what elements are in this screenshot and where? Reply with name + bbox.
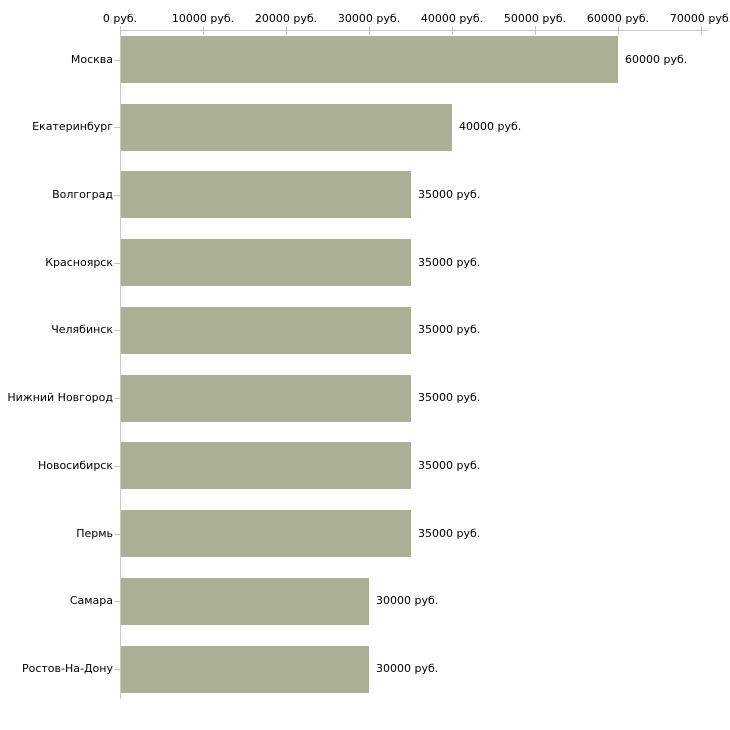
category-label: Пермь (76, 527, 113, 540)
y-axis-tick (114, 195, 120, 196)
y-axis-tick (114, 669, 120, 670)
category-label: Нижний Новгород (7, 391, 113, 404)
x-axis-tick (701, 26, 702, 35)
y-axis-tick (114, 127, 120, 128)
x-axis-tick (618, 26, 619, 35)
bar-5 (121, 307, 411, 354)
bar-7 (121, 442, 411, 489)
bar-6 (121, 375, 411, 422)
category-label: Ростов-На-Дону (21, 662, 113, 675)
y-axis-tick (114, 398, 120, 399)
bar-3 (121, 171, 411, 218)
x-axis-tick (203, 26, 204, 35)
bar-9 (121, 578, 369, 625)
category-label: Красноярск (45, 256, 113, 269)
y-axis-tick (114, 466, 120, 467)
y-axis-tick (114, 330, 120, 331)
value-label: 35000 руб. (418, 188, 481, 201)
bar-8 (121, 510, 411, 557)
value-label: 35000 руб. (418, 527, 481, 540)
x-axis-tick-label: 20000 руб. (254, 12, 318, 25)
value-label: 30000 руб. (376, 594, 439, 607)
x-axis-tick (452, 26, 453, 35)
category-label: Екатеринбург (32, 120, 113, 133)
value-label: 35000 руб. (418, 391, 481, 404)
y-axis-tick (114, 60, 120, 61)
category-label: Новосибирск (37, 459, 113, 472)
y-axis-tick (114, 601, 120, 602)
bar-4 (121, 239, 411, 286)
bar-1 (121, 36, 618, 83)
x-axis-tick (535, 26, 536, 35)
category-label: Москва (70, 53, 113, 66)
value-label: 40000 руб. (459, 120, 522, 133)
y-axis-line (120, 30, 121, 699)
x-axis-tick-label: 40000 руб. (420, 12, 484, 25)
y-axis-tick (114, 263, 120, 264)
x-axis-tick-label: 30000 руб. (337, 12, 401, 25)
bar-10 (121, 646, 369, 693)
y-axis-tick (114, 534, 120, 535)
bar-2 (121, 104, 452, 151)
x-axis-tick (286, 26, 287, 35)
value-label: 30000 руб. (376, 662, 439, 675)
value-label: 60000 руб. (625, 53, 688, 66)
x-axis-tick-label: 0 руб. (102, 12, 138, 25)
x-axis-tick-label: 60000 руб. (586, 12, 650, 25)
value-label: 35000 руб. (418, 323, 481, 336)
x-axis-tick-label: 10000 руб. (171, 12, 235, 25)
category-label: Самара (69, 594, 113, 607)
value-label: 35000 руб. (418, 459, 481, 472)
x-axis-tick-label: 50000 руб. (503, 12, 567, 25)
category-label: Челябинск (51, 323, 113, 336)
category-label: Волгоград (52, 188, 113, 201)
x-axis-tick (369, 26, 370, 35)
x-axis-tick (120, 26, 121, 35)
value-label: 35000 руб. (418, 256, 481, 269)
x-axis-tick-label: 70000 руб. (669, 12, 730, 25)
x-axis-line (120, 30, 708, 31)
